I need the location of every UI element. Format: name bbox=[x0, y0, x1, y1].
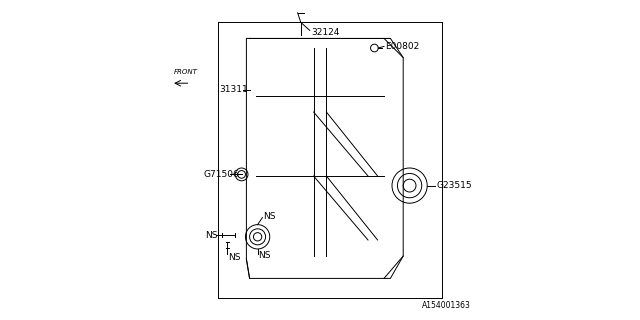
Text: FRONT: FRONT bbox=[173, 68, 197, 75]
Text: NS: NS bbox=[205, 231, 218, 240]
Text: NS: NS bbox=[259, 252, 271, 260]
Text: 32124: 32124 bbox=[312, 28, 340, 36]
Text: A154001363: A154001363 bbox=[422, 301, 470, 310]
Text: G71506: G71506 bbox=[204, 170, 239, 179]
Text: G23515: G23515 bbox=[436, 181, 472, 190]
Text: NS: NS bbox=[228, 253, 241, 262]
Text: E00802: E00802 bbox=[385, 42, 420, 51]
Text: NS: NS bbox=[264, 212, 276, 221]
Text: 31311: 31311 bbox=[219, 85, 248, 94]
